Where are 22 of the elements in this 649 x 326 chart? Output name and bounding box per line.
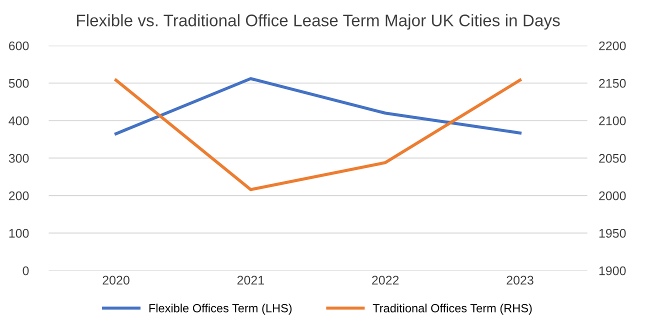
y-tick-label: 0 bbox=[22, 266, 29, 276]
y2-tick-label: 1900 bbox=[599, 266, 626, 276]
y-tick-label: 200 bbox=[9, 191, 29, 200]
y-tick-label: 100 bbox=[9, 228, 29, 238]
y-tick-label: 500 bbox=[8, 78, 29, 88]
legend-label: Flexible Offices Term (LHS) bbox=[149, 304, 292, 315]
x-tick-label: 2023 bbox=[506, 276, 534, 285]
y2-tick-label: 2150 bbox=[599, 78, 626, 88]
y2-tick-label: 2000 bbox=[599, 191, 626, 200]
y2-tick-label: 1950 bbox=[599, 228, 626, 238]
x-tick-label: 2020 bbox=[102, 276, 130, 285]
y2-tick-label: 2200 bbox=[599, 41, 626, 50]
x-tick-label: 2021 bbox=[237, 276, 264, 285]
legend-label: Traditional Offices Term (RHS) bbox=[372, 304, 532, 315]
y2-tick-label: 2100 bbox=[599, 116, 626, 126]
chart-title: Flexible vs. Traditional Office Lease Term Major UK Cities in Days bbox=[77, 14, 560, 30]
x-tick-label: 2022 bbox=[372, 276, 399, 285]
line-series bbox=[114, 77, 522, 136]
y2-tick-label: 2050 bbox=[599, 154, 626, 163]
y-tick-label: 600 bbox=[9, 41, 29, 50]
y-tick-label: 300 bbox=[8, 154, 29, 163]
y-tick-label: 400 bbox=[8, 116, 29, 126]
